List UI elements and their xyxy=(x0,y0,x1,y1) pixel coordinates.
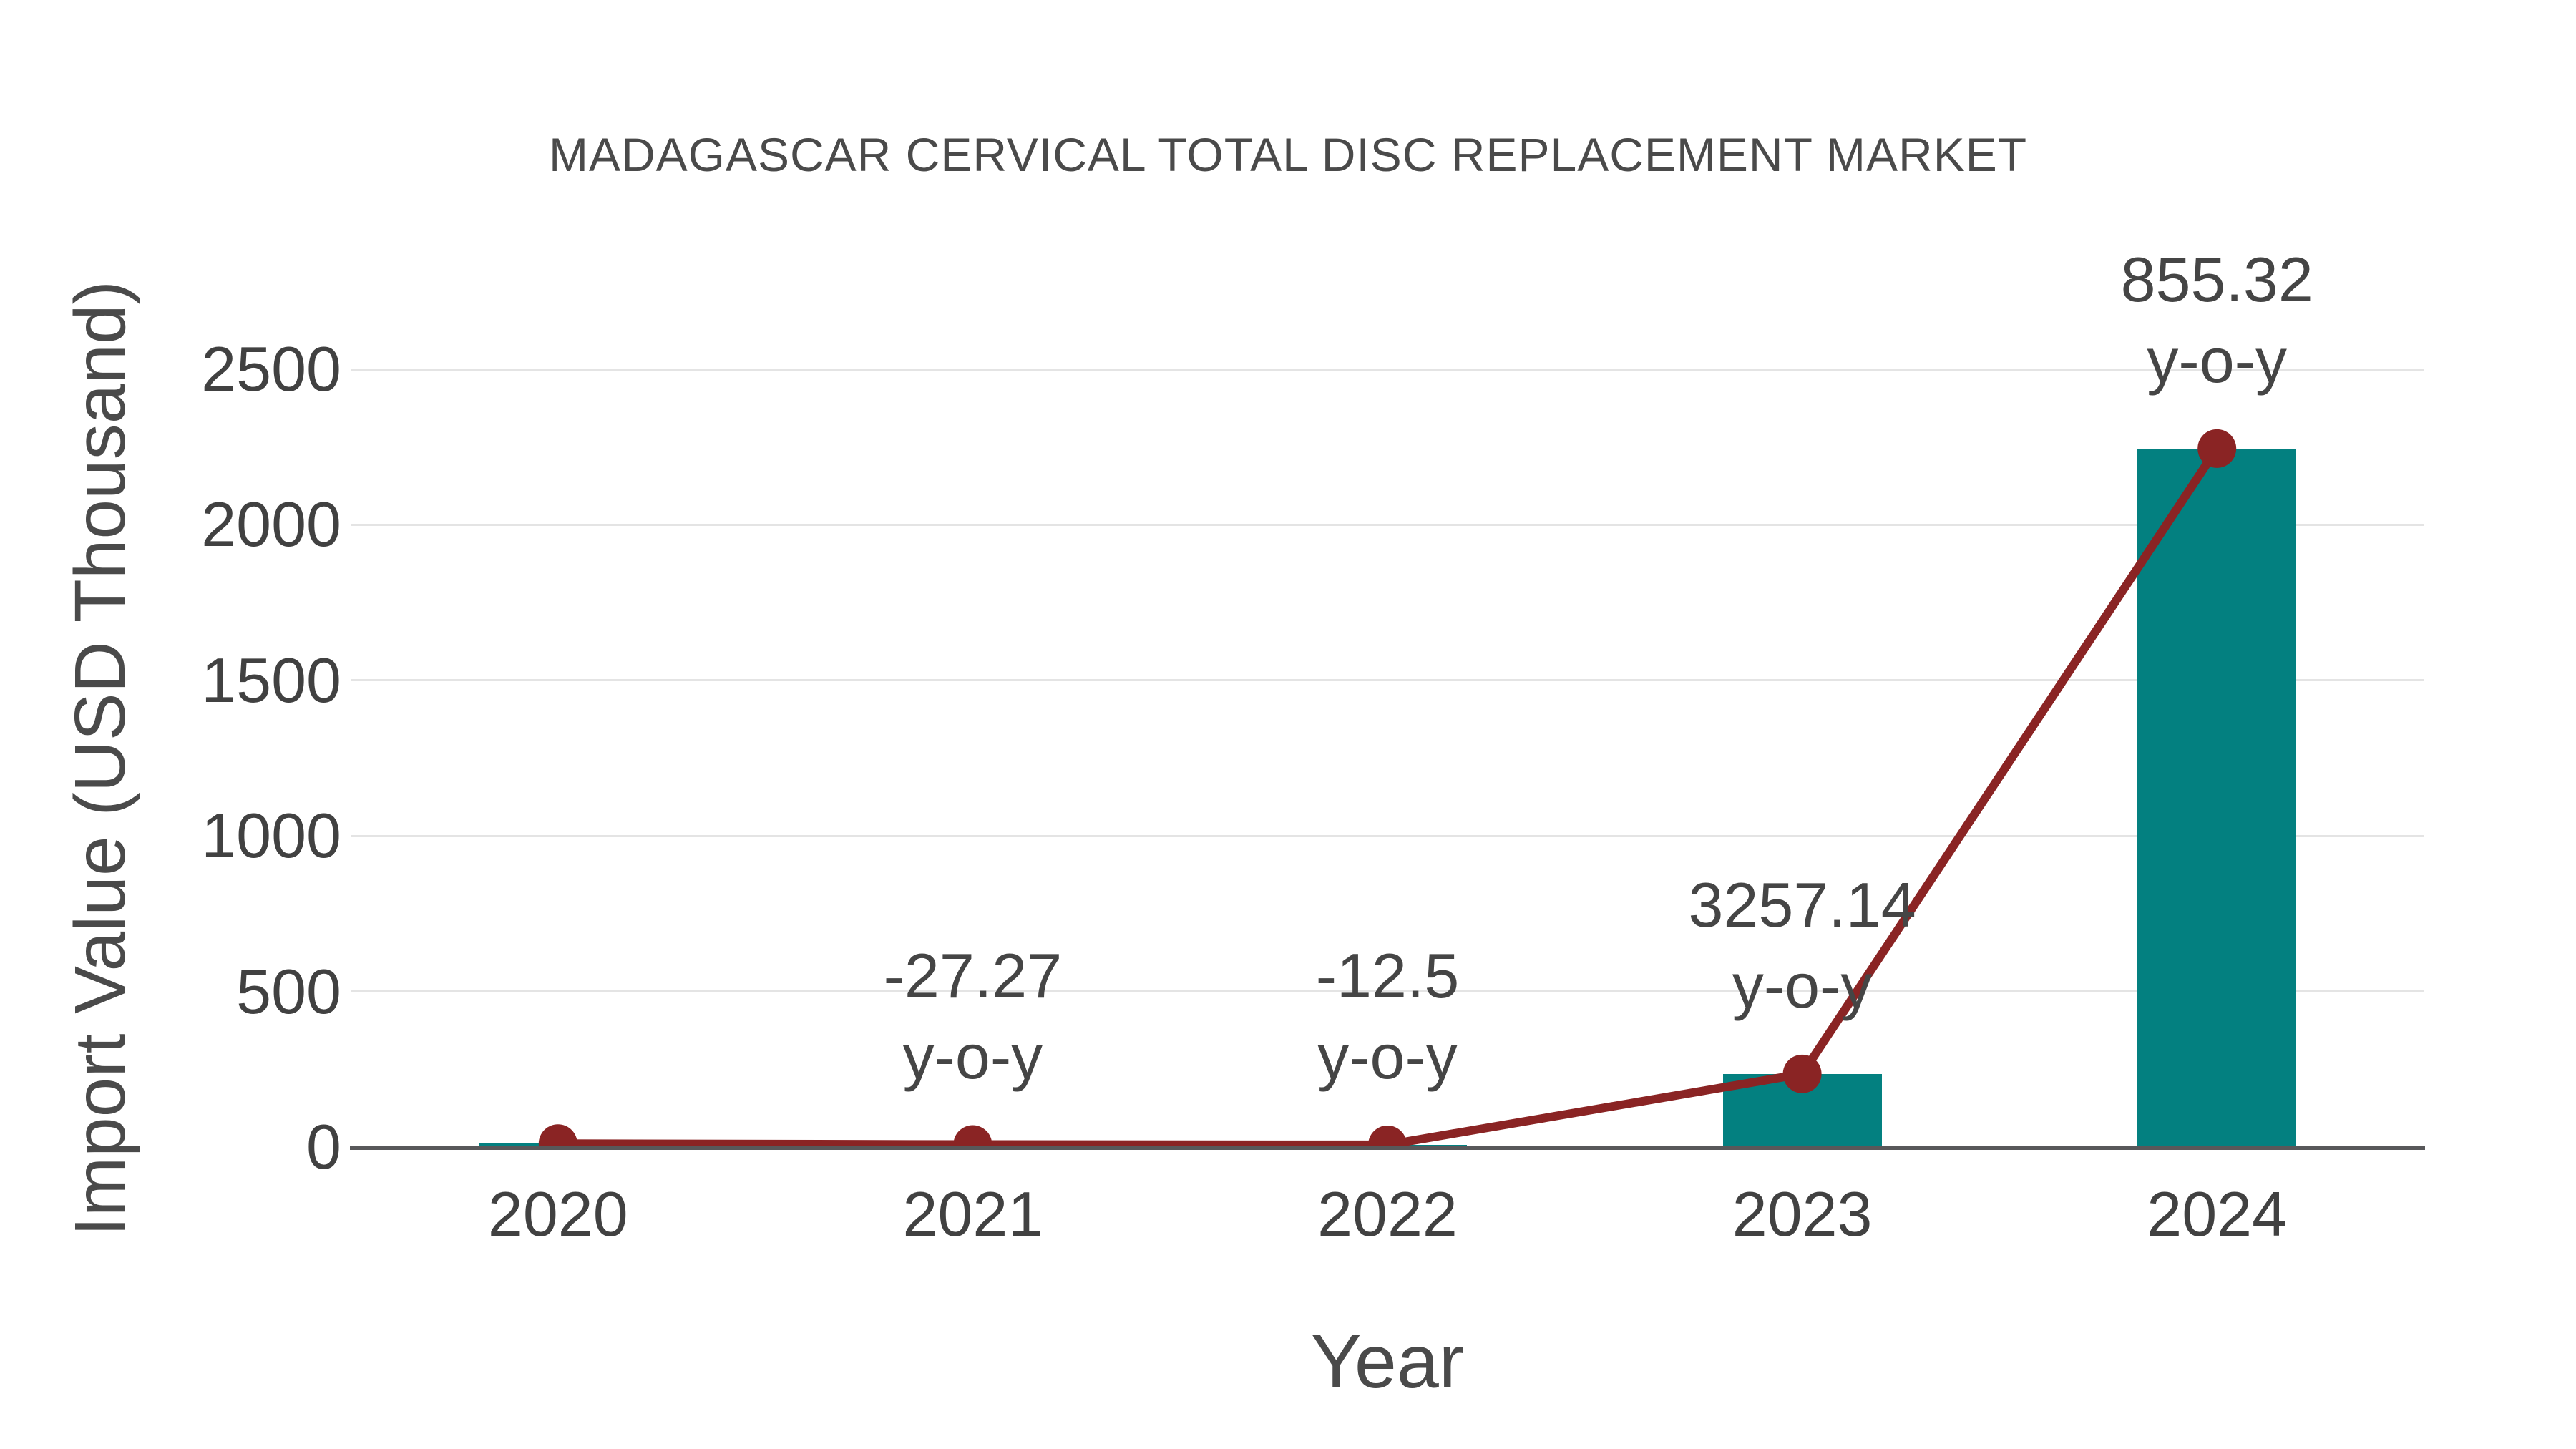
y-tick-label-1500: 1500 xyxy=(201,644,341,716)
plot-area xyxy=(351,369,2424,1147)
trend-line-layer xyxy=(538,429,2237,1147)
x-tick-label-2021: 2021 xyxy=(902,1179,1043,1249)
x-tick-label-2023: 2023 xyxy=(1732,1179,1873,1249)
x-tick-label-2024: 2024 xyxy=(2147,1179,2288,1249)
y-tick-label-2000: 2000 xyxy=(201,489,341,560)
y-tick-label-1000: 1000 xyxy=(201,800,341,872)
gridline-2000 xyxy=(351,523,2424,526)
bar-2024 xyxy=(2137,448,2297,1147)
y-tick-label-0: 0 xyxy=(306,1111,341,1182)
annotation-2023-value: 3257.14 xyxy=(1688,869,1916,940)
x-axis-line xyxy=(350,1146,2425,1150)
annotation-2024-value: 855.32 xyxy=(2120,243,2313,315)
gridline-1000 xyxy=(351,834,2424,837)
annotation-2023-label: y-o-y xyxy=(1732,950,1873,1021)
gridline-500 xyxy=(351,990,2424,993)
chart-title: MADAGASCAR CERVICAL TOTAL DISC REPLACEME… xyxy=(548,128,2028,181)
y-tick-label-2500: 2500 xyxy=(201,333,341,404)
marker-2021 xyxy=(953,1125,992,1147)
annotation-2022-value: -12.5 xyxy=(1315,940,1460,1011)
annotation-2021-label: y-o-y xyxy=(902,1020,1043,1092)
x-tick-label-2022: 2022 xyxy=(1317,1179,1458,1249)
gridline-2500 xyxy=(351,369,2424,371)
y-tick-label-500: 500 xyxy=(236,955,341,1027)
gridline-1500 xyxy=(351,679,2424,682)
marker-2024 xyxy=(2197,429,2237,468)
x-axis-title: Year xyxy=(1310,1319,1465,1404)
annotation-2024-label: y-o-y xyxy=(2147,324,2287,396)
marker-2020 xyxy=(538,1124,577,1147)
annotation-2021-value: -27.27 xyxy=(883,940,1063,1011)
marker-2023 xyxy=(1782,1054,1822,1093)
annotation-2022-label: y-o-y xyxy=(1317,1020,1458,1092)
x-tick-label-2020: 2020 xyxy=(487,1179,628,1249)
marker-2022 xyxy=(1368,1125,1407,1147)
